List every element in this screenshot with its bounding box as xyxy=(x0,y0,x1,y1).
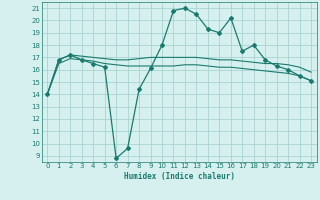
X-axis label: Humidex (Indice chaleur): Humidex (Indice chaleur) xyxy=(124,172,235,181)
